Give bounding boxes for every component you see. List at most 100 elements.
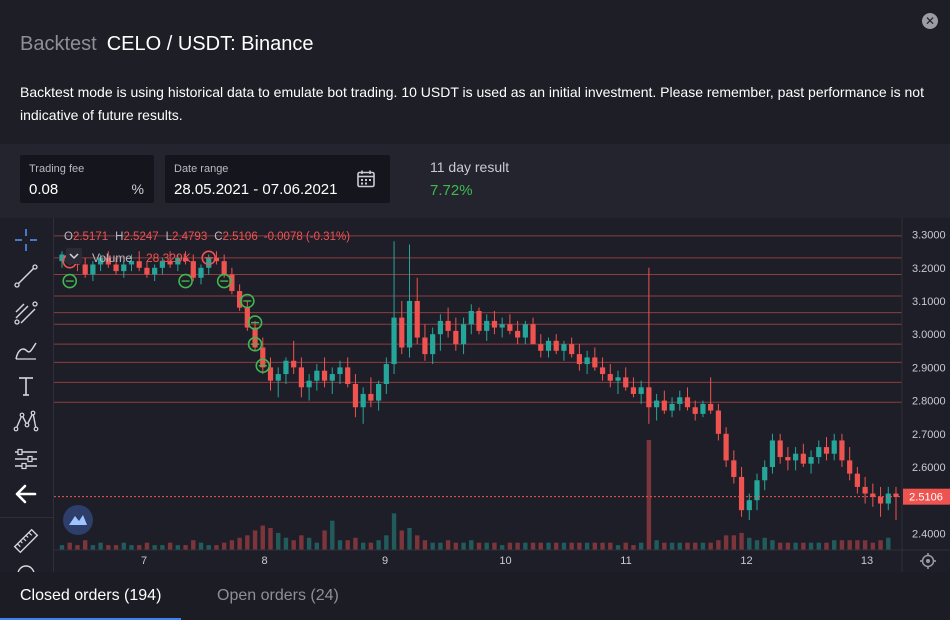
candle-body <box>700 403 706 414</box>
price-axis: 3.3000 3.2000 3.1000 3.0000 2.9000 2.8000 2.70… <box>901 218 950 572</box>
backtest-header: Backtest CELO / USDT: Binance ✕ Backtest … <box>0 0 950 144</box>
volume-bar <box>229 540 235 550</box>
candle-body <box>669 403 675 411</box>
volume-bar <box>237 537 242 550</box>
trading-fee-field[interactable]: Trading fee 0.08 % <box>20 155 154 203</box>
candle-body <box>692 407 698 414</box>
candle-body <box>190 261 196 278</box>
ohlc-open: 2.5171 <box>73 231 108 243</box>
trend-line-icon[interactable] <box>12 262 40 290</box>
volume-bar <box>716 540 721 550</box>
candle-body <box>136 261 142 268</box>
date-range-value[interactable]: 28.05.2021 - 07.06.2021 <box>174 181 338 198</box>
candle-body <box>754 480 760 501</box>
ruler-icon[interactable] <box>12 527 40 555</box>
collapse-legend-button[interactable] <box>66 248 82 264</box>
price-chart[interactable]: 3.3000 3.2000 3.1000 3.0000 2.9000 2.8000 2.70… <box>54 218 950 572</box>
ohlc-low: 2.4793 <box>172 231 207 243</box>
candle-body <box>82 264 88 275</box>
candle-body <box>283 360 289 375</box>
volume-bar <box>430 542 435 550</box>
candle-body <box>306 380 312 388</box>
candle-body <box>175 257 181 265</box>
volume-bar <box>847 540 852 550</box>
x-tick-label: 9 <box>382 555 388 567</box>
volume-bar <box>314 542 320 550</box>
candle-body <box>337 367 343 375</box>
candle-body <box>476 310 482 331</box>
volume-bar <box>777 542 783 550</box>
crosshair-icon[interactable] <box>12 226 40 254</box>
volume-bar <box>824 542 829 550</box>
volume-bar <box>469 540 474 550</box>
volume-bar <box>330 520 335 550</box>
ohlc-close: 2.5106 <box>223 231 258 243</box>
volume-bar <box>191 540 196 550</box>
candle-body <box>468 310 474 325</box>
sell-order-marker <box>201 250 217 266</box>
candle-body <box>599 367 606 375</box>
candle-body <box>491 320 498 328</box>
candle-body <box>221 261 227 275</box>
candle-body <box>291 360 297 368</box>
candle-body <box>569 344 575 355</box>
date-range-field[interactable]: Date range 28.05.2021 - 07.06.2021 <box>165 155 390 203</box>
tab-closed-orders[interactable]: Closed orders (194) <box>20 587 162 604</box>
candle-body <box>816 447 822 458</box>
chart-logo-icon[interactable] <box>63 505 93 535</box>
title-pair: CELO / USDT: Binance <box>106 33 314 55</box>
text-icon[interactable] <box>12 372 40 400</box>
close-icon[interactable]: ✕ <box>922 13 938 29</box>
volume-bar <box>731 535 737 550</box>
candle-body <box>847 460 853 474</box>
percent-unit: % <box>131 181 144 197</box>
page-title: Backtest CELO / USDT: Binance <box>20 33 313 56</box>
volume-bar <box>82 540 88 550</box>
volume-bar <box>422 540 428 550</box>
fib-icon[interactable] <box>12 299 40 327</box>
volume-bar <box>291 540 296 550</box>
volume-bar <box>121 542 126 550</box>
x-tick-label: 8 <box>261 555 267 567</box>
settings-gear-icon[interactable] <box>920 553 936 569</box>
volume-bar <box>492 542 497 550</box>
candle-body <box>785 457 791 461</box>
ohlc-high: 2.5247 <box>123 231 158 243</box>
volume-bar <box>801 542 806 550</box>
x-tick-label: 12 <box>740 555 752 567</box>
tab-open-orders[interactable]: Open orders (24) <box>217 587 339 604</box>
candle-body <box>182 257 189 262</box>
y-tick-label: 2.4000 <box>912 528 946 540</box>
candle-body <box>329 374 335 381</box>
volume-bar <box>90 545 96 550</box>
volume-bar <box>360 542 366 550</box>
volume-bar <box>646 440 652 550</box>
candle-body <box>507 324 513 331</box>
candle-body <box>152 267 158 275</box>
trading-fee-value[interactable]: 0.08 <box>29 181 59 198</box>
candle-body <box>746 500 752 511</box>
back-arrow-icon[interactable] <box>12 480 40 508</box>
calendar-icon[interactable] <box>356 169 376 189</box>
ohlc-change: -0.0078 (-0.31%) <box>264 231 350 243</box>
candle-body <box>391 317 397 365</box>
brush-icon[interactable] <box>12 336 40 364</box>
candle-body <box>646 387 652 408</box>
volume-bar <box>839 540 845 550</box>
candle-body <box>522 324 528 338</box>
candle-body <box>237 291 243 308</box>
volume-bar <box>886 537 891 550</box>
volume-bar <box>584 542 590 550</box>
candle-body <box>630 387 637 394</box>
candle-body <box>638 387 644 394</box>
volume-bar <box>530 542 536 550</box>
volume-bar <box>677 542 682 550</box>
measure-icon[interactable] <box>12 445 40 473</box>
candle-body <box>159 261 165 268</box>
magnet-icon[interactable] <box>14 562 38 572</box>
pattern-icon[interactable] <box>12 408 40 436</box>
volume-bar <box>762 537 767 550</box>
candle-body <box>576 354 582 365</box>
candle-body <box>298 367 304 388</box>
candle-body <box>229 274 235 292</box>
